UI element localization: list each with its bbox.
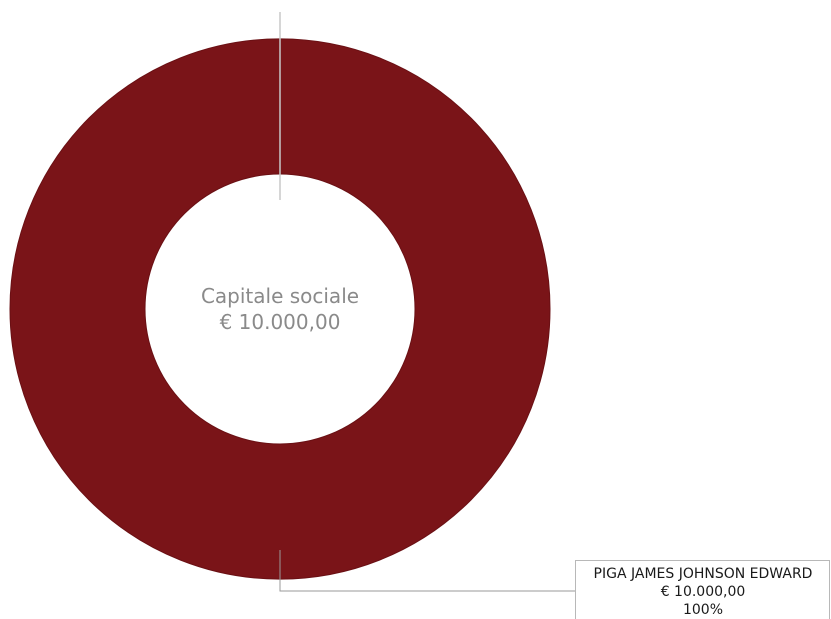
donut-slice — [9, 38, 551, 580]
callout-box — [575, 560, 830, 619]
center-title: Capitale sociale — [201, 284, 359, 308]
callout-leader-line — [279, 550, 575, 592]
callout-percent: 100% — [683, 602, 723, 618]
slices-layer — [9, 38, 551, 580]
center-label: Capitale sociale € 10.000,00 — [201, 284, 359, 334]
callout-name: PIGA JAMES JOHNSON EDWARD — [594, 566, 813, 582]
center-value: € 10.000,00 — [220, 310, 341, 334]
callout-value: € 10.000,00 — [661, 584, 746, 600]
slice-callout: PIGA JAMES JOHNSON EDWARD € 10.000,00 10… — [279, 550, 830, 619]
